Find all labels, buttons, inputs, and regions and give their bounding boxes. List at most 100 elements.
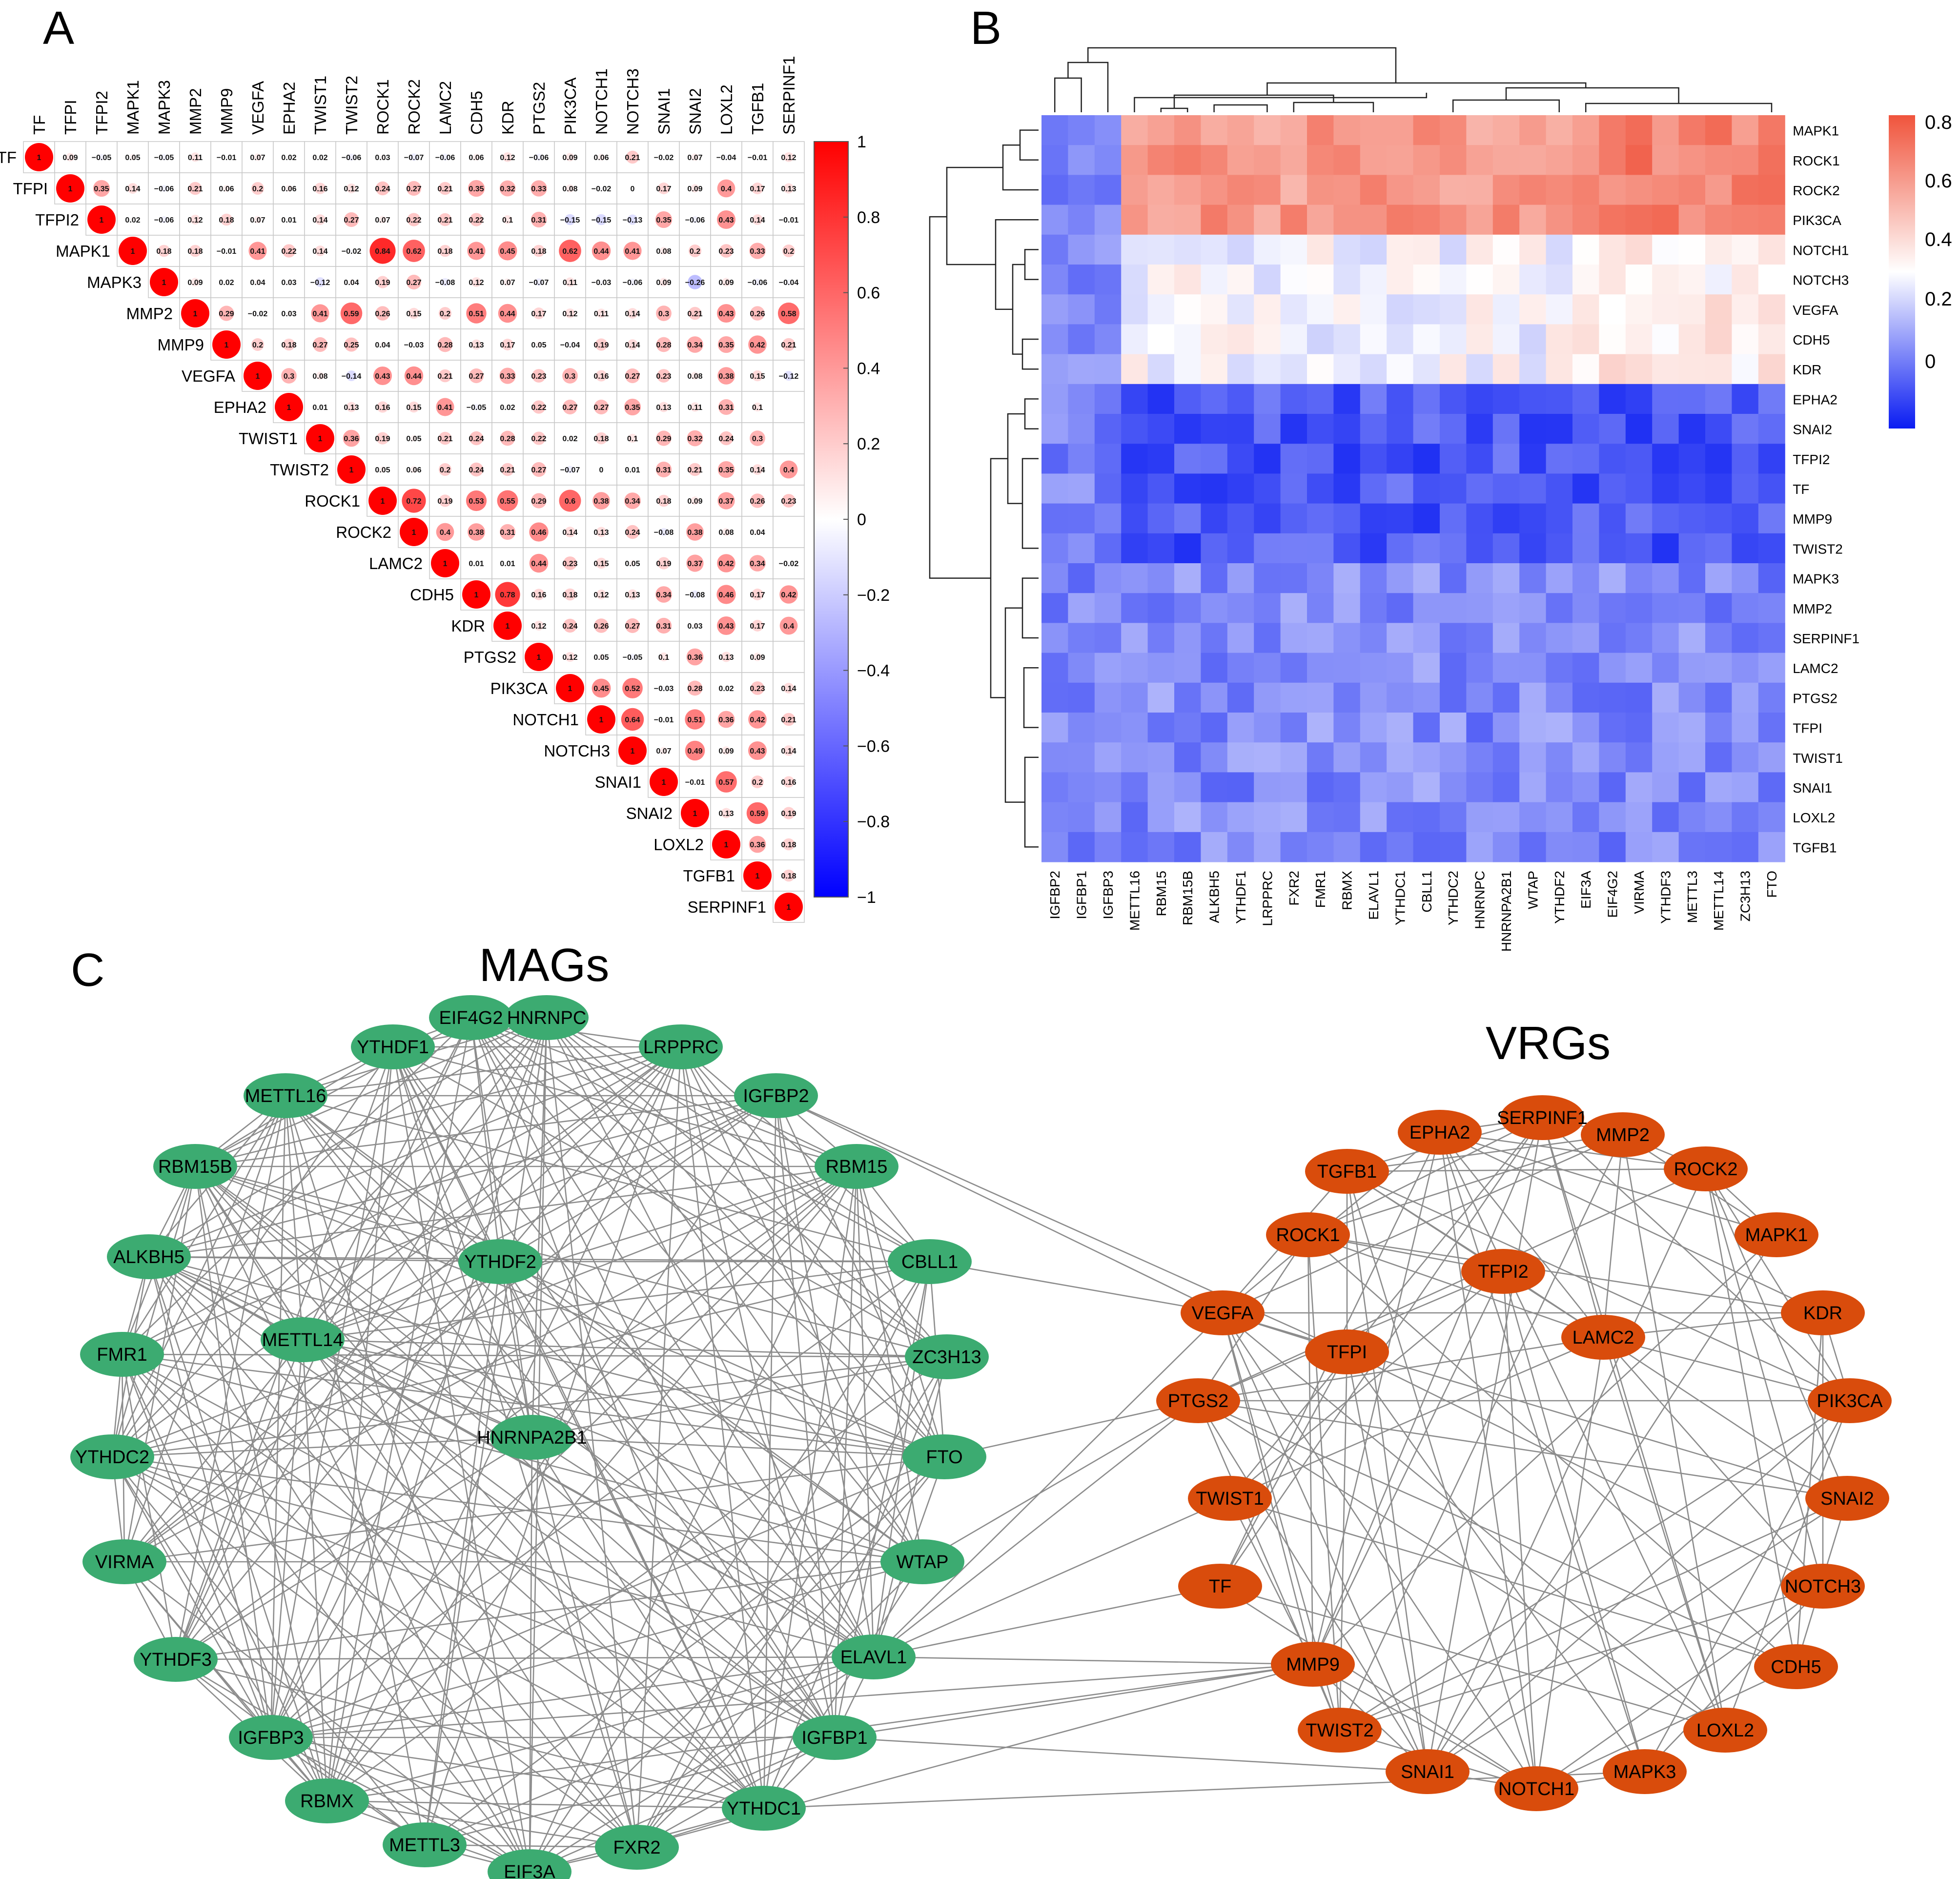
correlation-value: 0.06 (219, 185, 234, 193)
gene-node-ellipse (1683, 1708, 1767, 1753)
heatmap-cell (1652, 623, 1679, 654)
row-label: KDR (451, 617, 485, 635)
correlation-value: 0.17 (500, 341, 515, 349)
correlation-circle (750, 493, 765, 508)
heatmap-cell (1094, 115, 1122, 145)
correlation-circle (462, 580, 490, 609)
network-edge (148, 1256, 272, 1738)
gene-node-ellipse (815, 1144, 898, 1189)
correlation-value: 0.44 (406, 372, 421, 381)
heatmap-cell (1280, 623, 1307, 654)
heatmap-cell (1492, 623, 1520, 654)
heatmap-cell (1201, 503, 1228, 534)
heatmap-cell (1280, 593, 1307, 623)
correlation-value: 1 (131, 247, 135, 256)
heatmap-cell (1227, 653, 1254, 683)
heatmap-cell (1732, 115, 1759, 145)
correlation-circle (717, 554, 735, 572)
correlation-value: 0.07 (250, 154, 265, 162)
network-edge (636, 1356, 948, 1848)
correlation-circle (244, 362, 272, 390)
network-edge (1347, 1134, 1623, 1172)
correlation-value: 0.19 (375, 435, 390, 443)
correlation-circle (505, 405, 510, 409)
correlation-value: 0.11 (594, 310, 609, 318)
heatmap-cell (1705, 503, 1732, 534)
correlation-value: 0.27 (593, 404, 609, 412)
heatmap-cell (1546, 653, 1573, 683)
heatmap-cell (1440, 682, 1467, 713)
heatmap-cell (1440, 115, 1467, 145)
gene-node-ellipse (1754, 1644, 1838, 1689)
heatmap-cell (1094, 802, 1122, 833)
correlation-value: 0.13 (625, 591, 640, 599)
correlation-circle (224, 280, 229, 285)
heatmap-cell (1121, 414, 1148, 444)
heatmap-cell (1732, 533, 1759, 564)
correlation-value: 0.21 (437, 372, 452, 381)
heatmap-cell (1174, 414, 1201, 444)
network-edge (873, 1261, 931, 1657)
correlation-circle (348, 279, 354, 285)
heatmap-cell (1068, 175, 1095, 205)
heatmap-cell (1307, 175, 1334, 205)
correlation-value: 0.09 (562, 154, 577, 162)
gene-node-label: CBLL1 (901, 1252, 958, 1272)
heatmap-row-label: EPHA2 (1793, 392, 1838, 407)
correlation-value: −0.08 (654, 529, 674, 537)
correlation-circle (782, 494, 796, 508)
heatmap-cell (1307, 682, 1334, 713)
heatmap-row-label: SNAI2 (1793, 422, 1832, 437)
heatmap-cell (1413, 145, 1440, 175)
network-edge (531, 1436, 874, 1658)
heatmap-cell (1201, 563, 1228, 593)
network-edge (500, 1261, 945, 1458)
correlation-circle (380, 342, 386, 347)
correlation-value: 0.13 (593, 529, 609, 537)
network-edge (194, 1166, 272, 1738)
heatmap-row-label: TF (1793, 482, 1809, 497)
correlation-value: 0.57 (718, 778, 734, 787)
correlation-value: 0.44 (500, 310, 515, 318)
network-edge (195, 1165, 501, 1263)
gene-node: MMP9 (1271, 1642, 1355, 1687)
heatmap-cell (1625, 234, 1653, 265)
heatmap-cell (1041, 563, 1068, 593)
network-edge (531, 1356, 947, 1438)
correlation-circle (689, 245, 701, 257)
heatmap-cell (1758, 802, 1785, 833)
heatmap-cell (1705, 324, 1732, 355)
heatmap-cell (1732, 742, 1759, 773)
heatmap-cell (1466, 713, 1493, 743)
heatmap-cell (1652, 832, 1679, 862)
column-label: MAPK3 (155, 80, 173, 135)
gene-node-label: EIF3A (504, 1862, 555, 1879)
network-edge (680, 1046, 836, 1738)
heatmap-cell (1333, 593, 1361, 623)
colorbar-tick-label: −0.2 (857, 586, 890, 605)
correlation-value: 0.12 (469, 279, 484, 287)
heatmap-cell (1333, 354, 1361, 385)
gene-node-label: FMR1 (97, 1345, 147, 1365)
gene-node: IGFBP3 (229, 1715, 313, 1760)
correlation-circle (722, 746, 731, 755)
heatmap-cell (1652, 503, 1679, 534)
grid-cell (773, 422, 805, 454)
correlation-circle (438, 213, 452, 226)
network-edge (529, 1261, 931, 1872)
heatmap-cell (1625, 354, 1653, 385)
correlation-circle (719, 244, 733, 258)
correlation-circle (783, 776, 795, 788)
panel-b-letter: B (970, 2, 1001, 54)
heatmap-cell (1333, 832, 1361, 862)
correlation-circle (404, 366, 424, 386)
network-edge (111, 1456, 272, 1738)
correlation-circle (251, 338, 264, 351)
panel-b-colorbar: 0.80.60.40.20 (1889, 112, 1952, 429)
correlation-value: 0.09 (187, 279, 203, 287)
heatmap-cell (1147, 145, 1175, 175)
network-edge (1220, 1585, 1537, 1790)
correlation-value: 0.38 (593, 497, 609, 506)
correlation-value: 1 (100, 216, 104, 225)
heatmap-cell (1440, 593, 1467, 623)
